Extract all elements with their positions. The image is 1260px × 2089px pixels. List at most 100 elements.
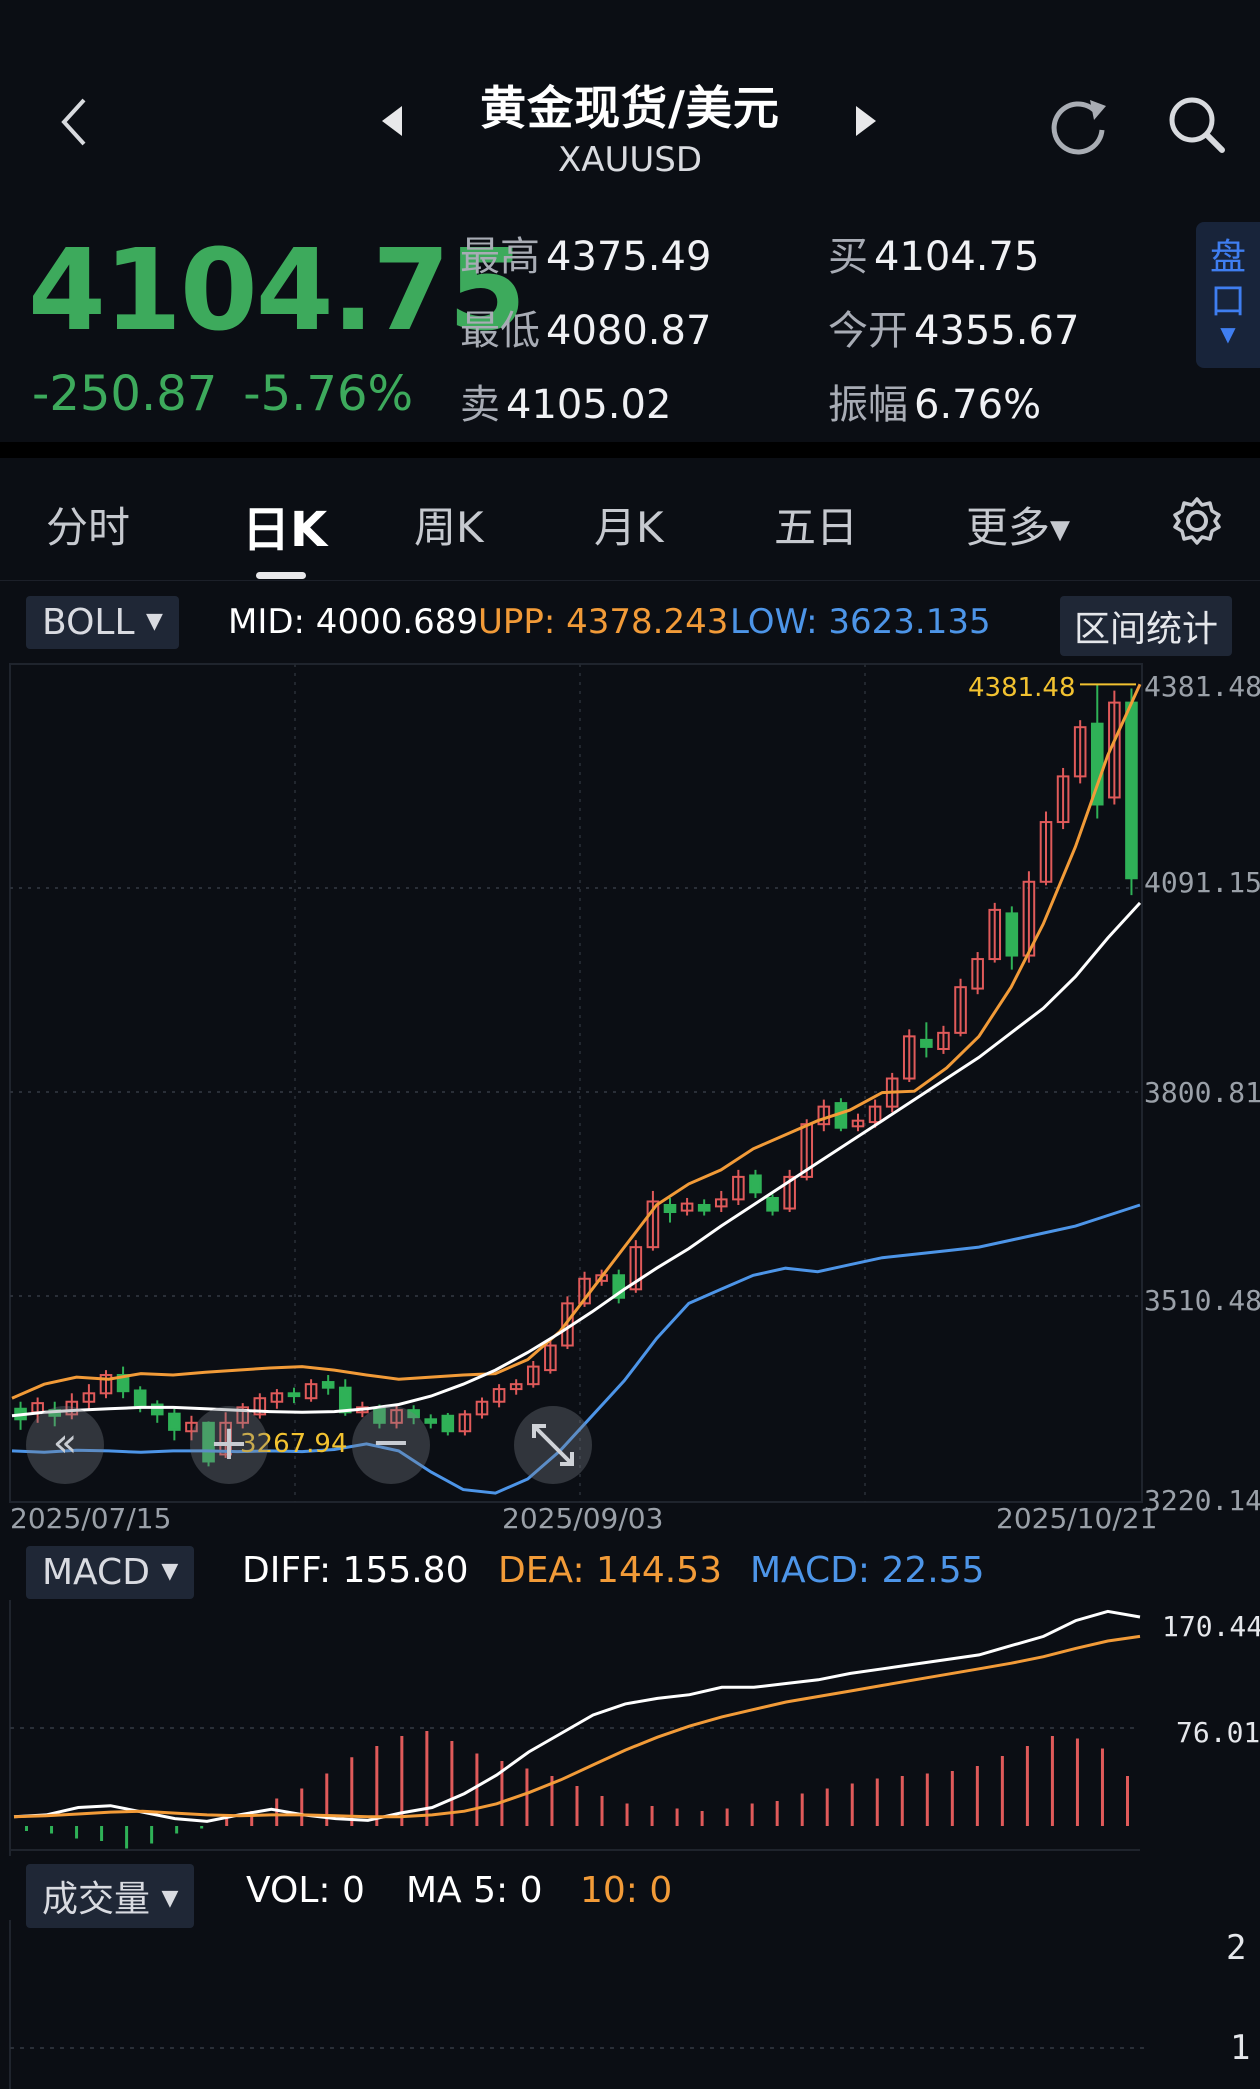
candle — [902, 1035, 916, 1080]
back-arrow-icon[interactable] — [58, 96, 88, 155]
candle — [475, 1400, 489, 1416]
scroll-left-button[interactable]: « — [26, 1406, 104, 1484]
candle — [492, 1388, 506, 1403]
y-axis-label: 4091.15 — [1144, 866, 1260, 899]
candle — [732, 1175, 745, 1201]
prev-triangle-icon[interactable] — [380, 104, 404, 142]
tab-monthly-k[interactable]: 月K — [594, 503, 664, 552]
candle — [868, 1105, 882, 1124]
candle — [133, 1389, 147, 1407]
volume-ma10-value: 10: 0 — [580, 1870, 673, 1911]
macd-diff-line — [13, 1609, 1141, 1823]
candle — [714, 1198, 728, 1208]
boll-selector[interactable]: BOLL ▼ — [26, 596, 179, 649]
macd-diff-value: DIFF: 155.80 — [242, 1550, 469, 1591]
stat-low: 最低 4080.87 — [460, 308, 712, 354]
candle — [783, 1175, 796, 1210]
search-icon[interactable] — [1166, 94, 1228, 160]
header: 黄金现货/美元 XAUUSD — [0, 0, 1260, 200]
instrument-symbol: XAUUSD — [557, 140, 703, 180]
candle — [680, 1202, 694, 1212]
candle — [988, 908, 1002, 961]
candle — [920, 1038, 933, 1048]
candle — [1125, 701, 1138, 880]
candle — [1056, 775, 1070, 824]
max-price-marker: 4381.48 — [968, 673, 1076, 703]
tab-weekly-k[interactable]: 周K — [414, 503, 484, 552]
candle — [270, 1392, 284, 1403]
candle — [219, 1421, 232, 1456]
boll-mid-value: MID: 4000.689 — [228, 602, 479, 642]
price-change: -250.87 — [32, 366, 218, 422]
candle — [424, 1418, 438, 1424]
order-book-tab[interactable]: 盘口 ▼ — [1196, 222, 1260, 368]
last-price: 4104.75 — [28, 226, 526, 356]
fullscreen-button[interactable] — [514, 1406, 592, 1484]
boll-mid-line — [11, 901, 1142, 1418]
boll-low-line — [11, 1203, 1141, 1495]
candle — [168, 1412, 181, 1431]
candle — [1090, 722, 1104, 806]
candle — [1005, 912, 1019, 957]
tab-intraday[interactable]: 分时 — [46, 503, 131, 552]
stat-high: 最高 4375.49 — [460, 234, 712, 280]
candle — [971, 958, 984, 990]
candle — [509, 1383, 523, 1391]
candle — [663, 1203, 677, 1214]
zoom-out-button[interactable]: − — [352, 1406, 430, 1484]
candle — [544, 1344, 557, 1372]
candle — [202, 1421, 215, 1463]
tab-daily-k[interactable]: 日K — [242, 502, 328, 558]
macd-axis-label: 76.01 — [1176, 1716, 1260, 1749]
caret-down-icon: ▼ — [1220, 322, 1236, 346]
plus-icon: + — [208, 1415, 250, 1471]
stat-sell: 卖 4105.02 — [460, 382, 672, 428]
candle — [646, 1200, 660, 1249]
volume-axis-label: 1 — [1230, 2028, 1251, 2068]
candle — [612, 1274, 626, 1299]
candlestick-chart[interactable]: 4381.48 3267.94 — [0, 660, 1260, 1540]
double-chevron-left-icon: « — [52, 1420, 78, 1466]
x-axis-label: 2025/09/03 — [502, 1502, 664, 1535]
candle — [185, 1421, 198, 1433]
tab-five-day[interactable]: 五日 — [774, 503, 859, 552]
candle — [1039, 821, 1053, 883]
candle — [697, 1203, 711, 1212]
macd-selector[interactable]: MACD ▼ — [26, 1546, 195, 1599]
chart-frame — [9, 663, 1143, 1503]
y-axis-label: 3800.81 — [1144, 1076, 1260, 1109]
instrument-title: 黄金现货/美元 — [480, 81, 780, 135]
tab-more[interactable]: 更多▼ — [966, 503, 1071, 552]
boll-upp-value: UPP: 4378.243 — [478, 602, 729, 642]
macd-chart[interactable] — [0, 1600, 1260, 1856]
x-axis-label: 2025/07/15 — [10, 1502, 172, 1535]
volume-value: VOL: 0 — [246, 1870, 365, 1911]
period-tabs: 分时 日K 周K 月K 五日 更多▼ — [0, 470, 1260, 581]
volume-chart[interactable] — [0, 1920, 1260, 2089]
y-axis-label: 4381.48 — [1144, 670, 1260, 703]
y-axis-label: 3220.14 — [1144, 1484, 1260, 1517]
caret-down-icon: ▼ — [161, 1886, 179, 1911]
price-change-pct: -5.76% — [243, 366, 414, 422]
candle — [526, 1365, 540, 1386]
candle — [65, 1400, 79, 1416]
candle — [1073, 726, 1087, 778]
candle — [1022, 880, 1036, 957]
minus-icon: − — [370, 1414, 412, 1470]
next-triangle-icon[interactable] — [854, 104, 878, 142]
refresh-icon[interactable] — [1046, 92, 1110, 160]
min-price-marker: 3267.94 — [240, 1429, 348, 1459]
range-statistics-button[interactable]: 区间统计 — [1060, 596, 1233, 656]
gear-icon[interactable] — [1172, 496, 1222, 550]
macd-axis-label: 170.44 — [1162, 1610, 1260, 1643]
candle — [373, 1407, 386, 1424]
candle — [304, 1383, 318, 1400]
expand-icon — [532, 1424, 574, 1466]
stat-buy: 买 4104.75 — [828, 234, 1040, 280]
candle — [287, 1392, 301, 1398]
caret-down-icon: ▼ — [145, 609, 163, 634]
candle — [82, 1392, 96, 1403]
volume-selector[interactable]: 成交量 ▼ — [26, 1864, 195, 1928]
zoom-in-button[interactable]: + — [190, 1406, 268, 1484]
stat-amplitude: 振幅 6.76% — [828, 382, 1042, 428]
